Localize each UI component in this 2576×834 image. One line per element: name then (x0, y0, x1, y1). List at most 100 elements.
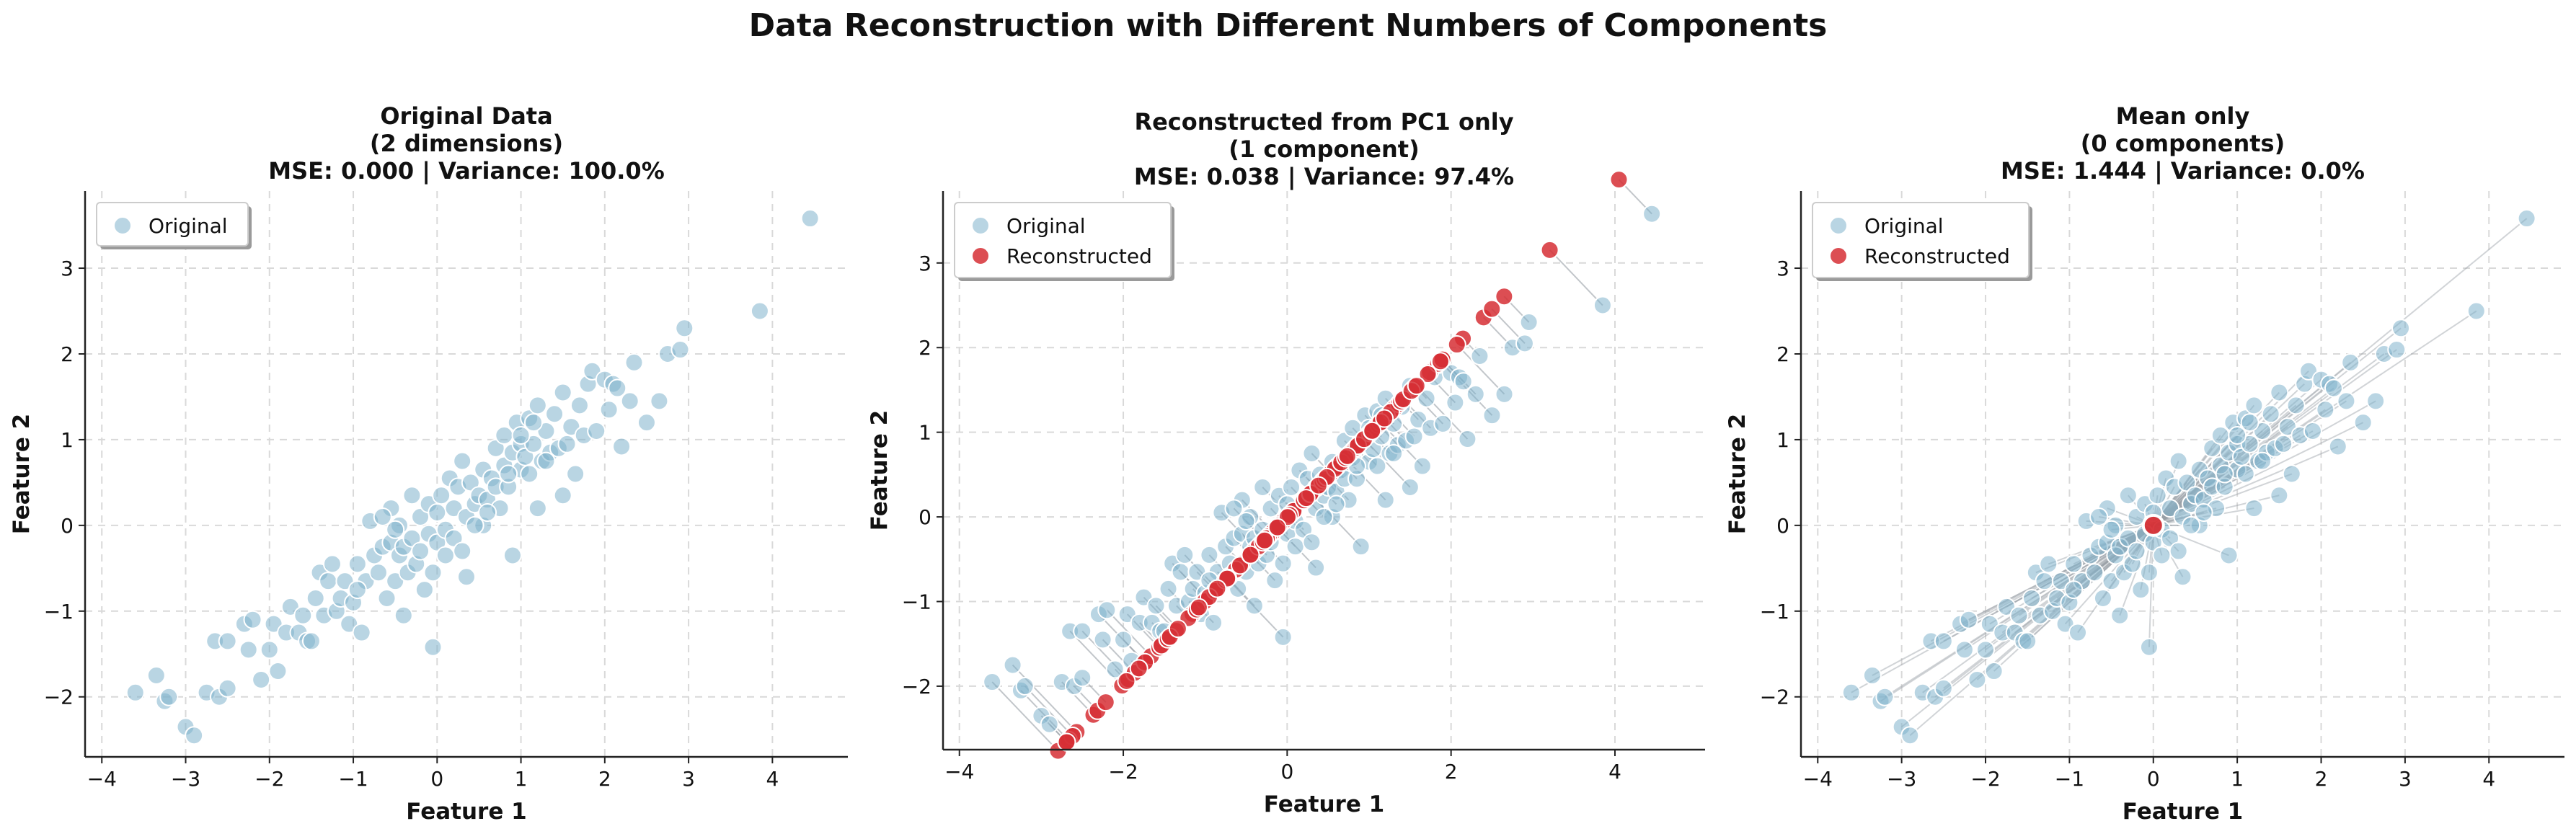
x-tick-label: 4 (2482, 767, 2495, 791)
reconstructed-point (1255, 531, 1275, 550)
x-axis-label: Feature 1 (406, 799, 526, 825)
original-point (394, 605, 413, 625)
x-tick-label: −3 (171, 767, 200, 791)
original-point (411, 541, 430, 561)
original-point (461, 473, 480, 492)
original-point (146, 666, 166, 686)
x-axis-label: Feature 1 (2123, 799, 2243, 825)
original-point (1302, 533, 1322, 552)
original-point (293, 605, 313, 625)
legend-marker-original (1829, 216, 1848, 235)
y-axis-label: Feature 2 (9, 414, 35, 534)
original-point (2219, 546, 2239, 565)
original-point (319, 572, 338, 591)
original-point (524, 413, 544, 432)
original-point (2022, 588, 2042, 608)
original-point (1368, 456, 1387, 476)
original-point (2466, 301, 2486, 321)
original-point (2064, 554, 2084, 574)
chart-panel-3: −4 −3 −2 −1 0 1 2 3 4 −2 −1 0 1 2 3 Feature 1 Feature 2 M… (1725, 102, 2564, 825)
original-point (1495, 384, 1514, 404)
original-point (637, 413, 656, 432)
x-tick-label: 3 (682, 767, 695, 791)
original-point (2139, 637, 2159, 657)
x-tick-label: −2 (254, 767, 284, 791)
panel-title-line: (1 component) (1229, 136, 1419, 163)
original-point (2261, 404, 2280, 424)
original-point (1003, 655, 1022, 675)
original-point (520, 464, 539, 484)
original-point (528, 499, 547, 518)
x-tick-label: 4 (766, 767, 779, 791)
original-point (2127, 541, 2146, 561)
legend-marker-reconstructed (1829, 247, 1848, 265)
original-point (1159, 579, 1178, 598)
original-point (125, 683, 145, 702)
legend: Original Reconstructed (1812, 202, 2032, 281)
original-point (2194, 503, 2213, 523)
original-point (1040, 714, 1059, 734)
original-point (1515, 334, 1534, 353)
original-point (453, 451, 472, 471)
original-point (2169, 541, 2188, 561)
x-tick-label: 0 (1280, 760, 1293, 784)
original-point (260, 640, 279, 660)
original-point (1875, 687, 1895, 706)
reconstruction-line (991, 681, 1059, 752)
reconstructed-point (1296, 489, 1316, 508)
original-point (1900, 726, 1920, 745)
original-point (2517, 209, 2536, 229)
original-point (453, 541, 472, 561)
original-point (2148, 486, 2167, 505)
legend-label: Original (149, 214, 228, 238)
original-point (2161, 528, 2180, 548)
original-point (1146, 596, 1166, 616)
x-tick-label: −2 (1108, 760, 1138, 784)
original-point (2387, 340, 2407, 360)
original-point (2270, 486, 2289, 505)
reconstructed-point (1309, 476, 1328, 495)
original-point (2018, 631, 2037, 651)
x-tick-label: −4 (944, 760, 974, 784)
original-point (2366, 391, 2386, 411)
x-tick-label: −4 (1803, 767, 1833, 791)
original-point (2228, 425, 2247, 445)
original-point (1285, 537, 1305, 556)
original-point (2039, 554, 2058, 574)
original-point (624, 352, 644, 372)
original-point (348, 554, 367, 574)
original-point (1466, 384, 1485, 404)
y-tick-label: 0 (61, 514, 74, 538)
reconstructed-point (1418, 365, 1438, 384)
original-point (1314, 507, 1334, 527)
reconstructed-point (1189, 598, 1208, 617)
original-point (457, 567, 476, 587)
y-axis-label: Feature 2 (867, 410, 893, 531)
y-tick-label: −2 (44, 686, 74, 709)
figure-title: Data Reconstruction with Different Numbe… (748, 7, 1828, 44)
original-point (557, 434, 577, 453)
legend-label: Reconstructed (1006, 244, 1152, 268)
original-point (1093, 630, 1112, 649)
original-point (1433, 414, 1453, 433)
original-point (587, 422, 606, 441)
original-point (1959, 610, 1978, 629)
original-point (2089, 507, 2109, 526)
original-point (1404, 427, 1424, 446)
original-point (1519, 313, 1539, 332)
original-point (2316, 400, 2335, 420)
panel-title-line: MSE: 1.444 | Variance: 0.0% (2001, 157, 2365, 185)
original-point (423, 637, 443, 657)
original-point (402, 486, 422, 505)
reconstructed-point (1241, 545, 1260, 564)
panel-title-line: Reconstructed from PC1 only (1134, 108, 1513, 136)
original-point (612, 437, 632, 456)
original-point (368, 563, 388, 582)
reconstructed-point (1540, 240, 1559, 259)
reconstruction-line (1549, 249, 1603, 306)
reconstruction-line (1456, 344, 1505, 395)
original-point (2236, 464, 2255, 484)
original-point (444, 528, 464, 548)
y-tick-label: −1 (44, 600, 74, 624)
